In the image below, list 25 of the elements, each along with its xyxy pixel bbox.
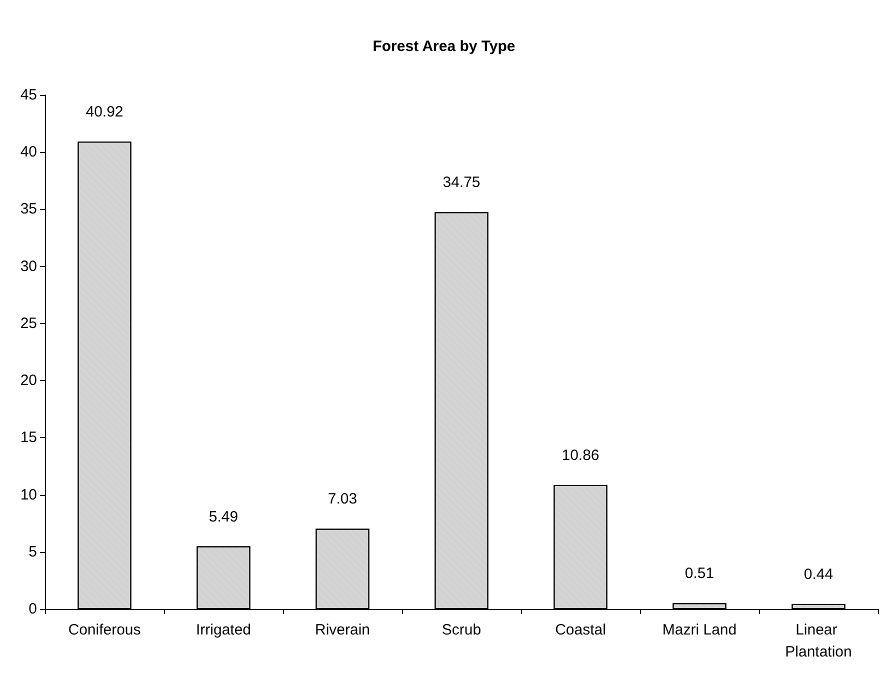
y-tick-label: 45 [20, 86, 37, 104]
data-label: 7.03 [328, 490, 358, 508]
x-tick-label: Scrub [442, 622, 482, 638]
y-tick-label: 10 [20, 486, 37, 504]
y-tick-label: 30 [20, 258, 37, 275]
data-label: 0.44 [804, 566, 834, 583]
x-tick-label: Irrigated [196, 622, 252, 638]
y-tick-label: 5 [28, 543, 37, 560]
y-tick-label: 35 [20, 200, 37, 218]
y-tick-label: 20 [20, 372, 37, 390]
data-label: 5.49 [208, 508, 238, 526]
chart-title: Forest Area by Type [372, 38, 516, 55]
y-tick-label: 25 [20, 314, 37, 332]
x-tick-label: Linear Plantation [785, 622, 852, 660]
x-tick-label: Mazri Land [662, 622, 737, 638]
data-label: 10.86 [562, 446, 600, 464]
x-tick-label: Coniferous [68, 622, 141, 638]
y-tick-label: 0 [28, 600, 37, 618]
x-tick-label: Riverain [314, 622, 370, 638]
y-tick-label: 40 [20, 144, 37, 161]
x-tick-label: Coastal [555, 622, 606, 638]
data-label: 40.92 [86, 104, 124, 121]
data-label: 0.51 [684, 565, 714, 582]
data-label: 34.75 [442, 174, 480, 192]
y-tick-label: 15 [20, 429, 37, 446]
